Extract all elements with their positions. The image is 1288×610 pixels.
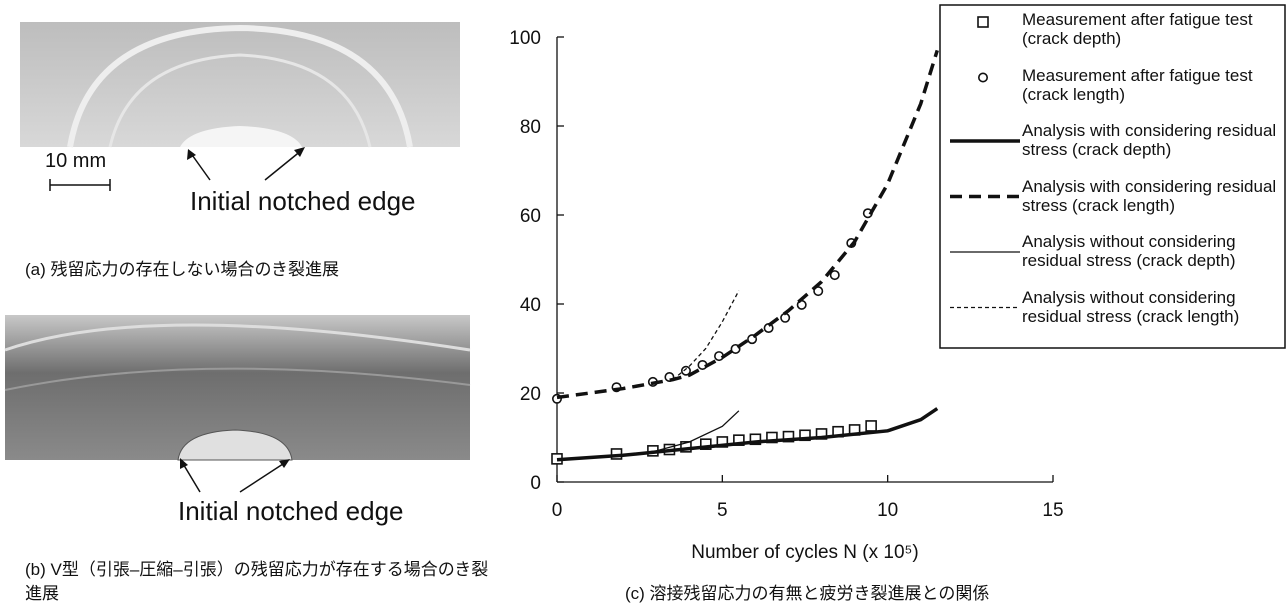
x-tick-label: 5 bbox=[717, 500, 728, 521]
y-tick-label: 80 bbox=[520, 117, 541, 138]
scale-label: 10 mm bbox=[45, 150, 106, 172]
marker-square bbox=[866, 421, 876, 431]
caption: (b) V型（引張–圧縮–引張）の残留応力が存在する場合のき裂進展 bbox=[25, 558, 495, 606]
marker-circle bbox=[979, 73, 987, 81]
y-tick-label: 100 bbox=[509, 28, 541, 49]
legend-label: Measurement after fatigue test (crack le… bbox=[1022, 66, 1284, 104]
x-tick-label: 15 bbox=[1042, 500, 1063, 521]
y-tick-label: 60 bbox=[520, 206, 541, 227]
legend-label: Analysis with considering residual stres… bbox=[1022, 177, 1284, 215]
x-tick-label: 0 bbox=[552, 500, 563, 521]
legend-label: Analysis with considering residual stres… bbox=[1022, 121, 1284, 159]
x-tick-label: 10 bbox=[877, 500, 898, 521]
series-line bbox=[557, 411, 739, 460]
series-line bbox=[557, 50, 937, 397]
marker-square bbox=[978, 17, 988, 27]
caption: (c) 溶接残留応力の有無と疲労き裂進展との関係 bbox=[625, 582, 989, 606]
legend-label: Measurement after fatigue test (crack de… bbox=[1022, 10, 1284, 48]
caption: (a) 残留応力の存在しない場合のき裂進展 bbox=[25, 258, 339, 282]
y-tick-label: 0 bbox=[530, 473, 541, 494]
photo-annotation: Initial notched edge bbox=[190, 186, 416, 216]
photo-annotation: Initial notched edge bbox=[178, 496, 404, 526]
x-axis-label: Number of cycles N (x 10⁵) bbox=[691, 542, 919, 563]
y-tick-label: 40 bbox=[520, 295, 541, 316]
legend-label: Analysis without considering residual st… bbox=[1022, 288, 1284, 326]
y-tick-label: 20 bbox=[520, 384, 541, 405]
photo-b bbox=[5, 315, 470, 492]
page: {"photos": [ {"scale_label": "10 mm", "a… bbox=[0, 0, 1288, 610]
marker-circle bbox=[831, 271, 839, 279]
legend-label: Analysis without considering residual st… bbox=[1022, 232, 1284, 270]
